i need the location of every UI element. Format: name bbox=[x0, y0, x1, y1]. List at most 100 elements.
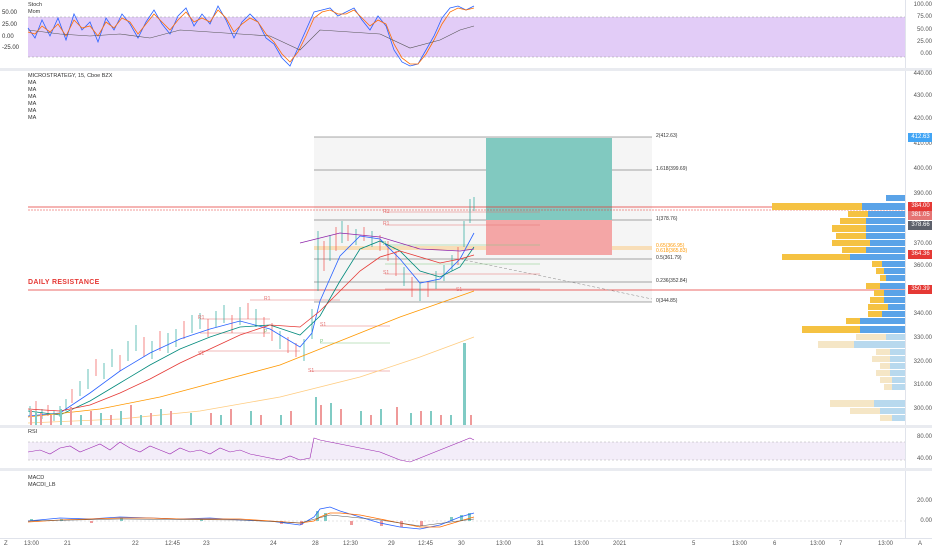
time-tick: 13:00 bbox=[496, 541, 512, 547]
price-tick: 420.00 bbox=[913, 116, 932, 122]
main-legend-1: MA bbox=[28, 80, 37, 86]
price-tick: 440.00 bbox=[913, 71, 932, 77]
rsi-line bbox=[27, 437, 905, 463]
stoch-legend-0: Stoch bbox=[28, 2, 43, 8]
price-tag: 384.00 bbox=[908, 202, 932, 211]
price-tick: 330.00 bbox=[913, 335, 932, 341]
pivot-label: R1 bbox=[383, 221, 390, 227]
pane-separator[interactable] bbox=[0, 68, 932, 71]
rsi-band bbox=[28, 442, 905, 460]
price-tick: 390.00 bbox=[913, 191, 932, 197]
time-tick: 12:45 bbox=[418, 541, 434, 547]
pivot-label: P bbox=[320, 339, 324, 345]
time-tick: 13:00 bbox=[732, 541, 748, 547]
pivot-label: S1 bbox=[308, 368, 315, 374]
macd-lines bbox=[27, 506, 905, 530]
price-tick: 310.00 bbox=[913, 382, 932, 388]
time-tick: 29 bbox=[388, 541, 395, 547]
time-tick: 12:30 bbox=[343, 541, 359, 547]
time-tick: 30 bbox=[458, 541, 465, 547]
macd-legend-0: MACD bbox=[28, 475, 45, 481]
pane-separator[interactable] bbox=[0, 468, 932, 471]
time-tick: 13:00 bbox=[810, 541, 826, 547]
price-tick: 360.00 bbox=[913, 263, 932, 269]
price-tag: 350.39 bbox=[908, 285, 932, 294]
fib-label: 1.618(399.69) bbox=[656, 166, 688, 172]
stoch-lines bbox=[27, 5, 905, 67]
price-axis[interactable]: 440.00 430.00 420.00 410.00 400.00 390.0… bbox=[905, 71, 932, 425]
rsi-axis[interactable]: 80.00 40.00 bbox=[905, 428, 932, 468]
time-tick: 12:45 bbox=[165, 541, 181, 547]
pivot-label: R1 bbox=[383, 209, 390, 215]
zoom-icon[interactable]: Z bbox=[4, 541, 8, 547]
price-tick: 370.00 bbox=[913, 241, 932, 247]
pivot-label: P bbox=[264, 329, 268, 335]
fib-label: 0.65(366.95) bbox=[656, 243, 685, 249]
main-legend-0: MICROSTRATEGY, 15, Cboe BZX bbox=[28, 73, 113, 79]
price-tag: 364.36 bbox=[908, 250, 932, 259]
fib-label: 2(412.63) bbox=[656, 133, 678, 139]
price-tick: 300.00 bbox=[913, 406, 932, 412]
price-tag: 412.63 bbox=[908, 133, 932, 142]
stoch-tick: 100.00 bbox=[913, 2, 932, 8]
stoch-left-25: 25.00 bbox=[2, 22, 18, 28]
auto-scale-button[interactable]: A bbox=[918, 541, 923, 547]
stoch-axis[interactable]: 100.00 75.00 50.00 25.00 0.00 bbox=[905, 0, 932, 68]
fib-label: 0(344.85) bbox=[656, 298, 678, 304]
fib-label: 0.236(352.84) bbox=[656, 278, 688, 284]
fib-label: 0.5(361.79) bbox=[656, 255, 682, 261]
rsi-pane[interactable]: RSI bbox=[0, 428, 905, 468]
macd-tick: 20.00 bbox=[916, 498, 932, 504]
macd-tick: 0.00 bbox=[920, 518, 932, 524]
pivot-label: S1 bbox=[198, 351, 205, 357]
rsi-legend: RSI bbox=[28, 429, 38, 435]
stoch-left-0: 0.00 bbox=[2, 34, 14, 40]
main-legend-6: MA bbox=[28, 115, 37, 121]
time-tick: 5 bbox=[692, 541, 696, 547]
price-tick: 430.00 bbox=[913, 93, 932, 99]
pivot-label: R1 bbox=[264, 296, 271, 302]
stochastic-pane[interactable]: Stoch Mom bbox=[0, 0, 905, 68]
fib-label: 0.618(365.83) bbox=[656, 248, 688, 254]
macd-axis[interactable]: 20.00 0.00 bbox=[905, 471, 932, 538]
pivot-label: P bbox=[383, 241, 387, 247]
time-tick: 31 bbox=[537, 541, 544, 547]
time-tick: 23 bbox=[203, 541, 210, 547]
stoch-tick: 25.00 bbox=[916, 39, 932, 45]
stoch-tick: 75.00 bbox=[916, 14, 932, 20]
stoch-tick: 50.00 bbox=[916, 27, 932, 33]
rsi-tick: 80.00 bbox=[916, 434, 932, 440]
stoch-tick: 0.00 bbox=[920, 51, 932, 57]
stoch-left-50: 50.00 bbox=[2, 10, 18, 16]
time-tick: 2021 bbox=[613, 541, 627, 547]
time-axis[interactable]: Z 13:00 21 22 12:45 23 24 28 12:30 29 12… bbox=[0, 538, 932, 551]
price-tick: 400.00 bbox=[913, 166, 932, 172]
main-legend-5: MA bbox=[28, 108, 37, 114]
stoch-left-neg25: -25.00 bbox=[2, 45, 20, 51]
pivot-label: R1 bbox=[198, 315, 205, 321]
pivot-label: S1 bbox=[320, 322, 327, 328]
price-tick: 340.00 bbox=[913, 311, 932, 317]
time-tick: 24 bbox=[270, 541, 277, 547]
time-tick: 6 bbox=[773, 541, 777, 547]
rsi-tick: 40.00 bbox=[916, 456, 932, 462]
main-legend-3: MA bbox=[28, 94, 37, 100]
price-tick: 410.00 bbox=[913, 141, 932, 147]
pane-separator[interactable] bbox=[0, 425, 932, 428]
time-tick: 13:00 bbox=[574, 541, 590, 547]
pivot-label: S1 bbox=[456, 287, 463, 293]
main-legend-2: MA bbox=[28, 87, 37, 93]
time-tick: 28 bbox=[312, 541, 319, 547]
price-tick: 320.00 bbox=[913, 359, 932, 365]
daily-resistance-label: DAILY RESISTANCE bbox=[28, 279, 100, 286]
price-tag: 378.66 bbox=[908, 221, 932, 230]
time-tick: 13:00 bbox=[878, 541, 894, 547]
time-tick: 22 bbox=[132, 541, 139, 547]
macd-legend-1: MACDI_LB bbox=[28, 482, 56, 488]
price-chart bbox=[27, 136, 905, 425]
main-chart-pane[interactable]: MICROSTRATEGY, 15, Cboe BZX MA MA MA MA … bbox=[0, 71, 905, 425]
main-legend-4: MA bbox=[28, 101, 37, 107]
fib-label: 1(378.76) bbox=[656, 216, 678, 222]
macd-pane[interactable]: MACD MACDI_LB bbox=[0, 471, 905, 538]
pivot-label: S1 bbox=[383, 270, 390, 276]
